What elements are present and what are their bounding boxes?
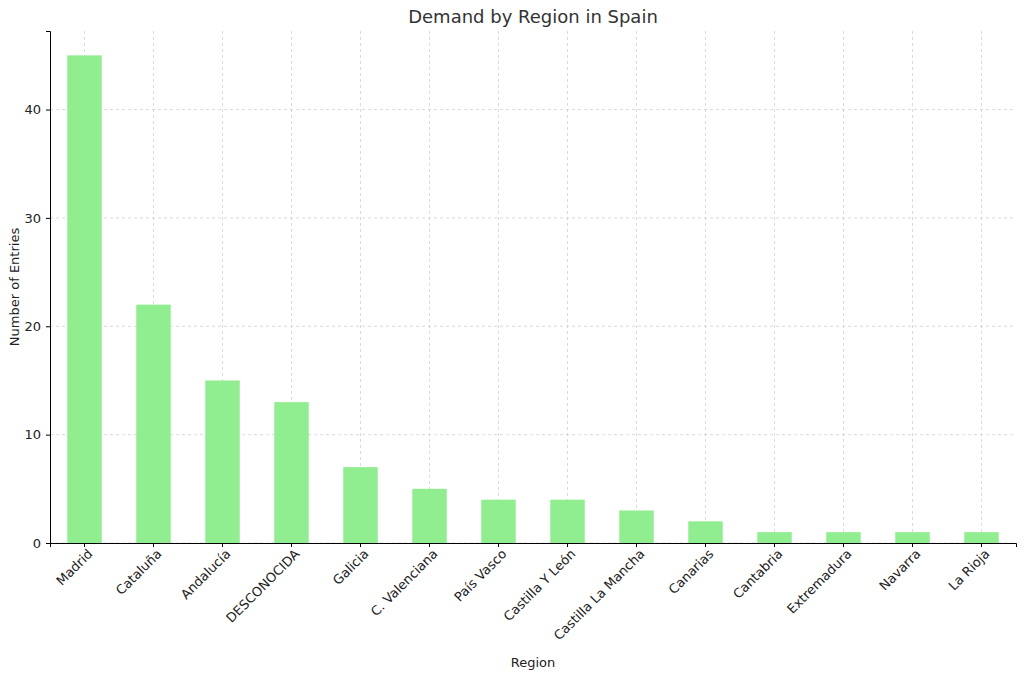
- chart: 0 10 20 30 40 Madrid CataluñaAndalucíaDESCONOC…: [0, 0, 1024, 680]
- x-tick-label: Galicia: [330, 546, 372, 588]
- x-grid-line: [843, 31, 844, 543]
- x-axis-line: [51, 544, 1017, 548]
- y-tick: 20: [24, 319, 50, 334]
- x-tick: C. Valenciana: [368, 543, 441, 619]
- y-tick: 0: [33, 536, 50, 551]
- x-tick-label: Canarias: [666, 546, 717, 597]
- x-tick-label: Andalucía: [178, 546, 234, 602]
- bar: [619, 510, 654, 543]
- x-tick: Andalucía: [178, 543, 234, 602]
- bar: [688, 521, 723, 543]
- y-tick-label: 0: [33, 536, 41, 551]
- x-grid-line: [981, 31, 982, 543]
- x-grid-line: [636, 31, 637, 543]
- x-tick: País Vasco: [451, 543, 509, 605]
- x-tick: Galicia: [330, 543, 372, 588]
- bar: [964, 532, 999, 543]
- x-tick-label: País Vasco: [451, 546, 509, 604]
- bar: [205, 380, 240, 543]
- y-tick-mark: [46, 218, 50, 219]
- x-tick: Madrid: [53, 543, 95, 588]
- bar: [343, 467, 378, 543]
- x-grid-line: [429, 31, 430, 543]
- x-tick: Cataluña: [113, 543, 165, 598]
- title: Demand by Region in Spain: [408, 6, 658, 27]
- grid: [50, 31, 1016, 543]
- y-tick-label: 30: [24, 211, 41, 226]
- x-tick: Canarias: [666, 543, 717, 597]
- bar: [481, 500, 516, 543]
- x-tick-label: Navarra: [876, 546, 923, 593]
- x-grid-line: [498, 31, 499, 543]
- x-tick: Castilla La Mancha: [551, 543, 648, 643]
- x-axis: Madrid CataluñaAndalucíaDESCONOCIDA Galici…: [51, 543, 1017, 643]
- bar: [412, 489, 447, 543]
- y-axis-title: Number of Entries: [7, 228, 22, 347]
- x-tick-label: Cantabria: [730, 546, 786, 602]
- x-tick: Extremadura: [784, 543, 854, 617]
- x-tick-label: Extremadura: [784, 546, 854, 616]
- x-tick: Cantabria: [730, 543, 786, 602]
- x-tick-label: Madrid: [53, 546, 95, 588]
- y-axis-line: [46, 32, 51, 544]
- y-tick: 10: [24, 427, 50, 442]
- x-grid-line: [912, 31, 913, 543]
- y-tick-mark: [46, 435, 50, 436]
- x-tick-label: La Rioja: [945, 546, 992, 593]
- y-tick-label: 40: [24, 102, 41, 117]
- y-tick-mark: [46, 543, 50, 544]
- y-tick-mark: [46, 110, 50, 111]
- x-grid-line: [360, 31, 361, 543]
- x-tick-label: Castilla La Mancha: [551, 546, 648, 643]
- bar: [826, 532, 861, 543]
- y-tick: 40: [24, 102, 50, 117]
- y-tick: 30: [24, 211, 50, 226]
- y-tick-mark: [46, 326, 50, 327]
- bars: [67, 55, 999, 543]
- y-grid-line: [50, 109, 1016, 110]
- x-tick: La Rioja: [945, 543, 992, 593]
- x-tick-label: Castilla Y León: [501, 546, 579, 624]
- y-tick-label: 10: [24, 427, 41, 442]
- x-tick: Castilla Y León: [501, 543, 579, 624]
- y-grid-line: [50, 326, 1016, 327]
- bar: [274, 402, 309, 543]
- y-axis: 0 10 20 30 40: [24, 32, 50, 551]
- x-tick-label: Cataluña: [113, 546, 165, 598]
- x-axis-title: Region: [511, 655, 556, 670]
- bar: [895, 532, 930, 543]
- bar: [757, 532, 792, 543]
- bar: [550, 500, 585, 543]
- bar: [67, 55, 102, 543]
- x-tick-label: C. Valenciana: [368, 546, 441, 619]
- y-grid-line: [50, 434, 1016, 435]
- x-grid-line: [705, 31, 706, 543]
- bar: [136, 305, 171, 543]
- y-tick-label: 20: [24, 319, 41, 334]
- x-tick: Navarra: [876, 543, 923, 593]
- x-grid-line: [774, 31, 775, 543]
- y-grid-line: [50, 217, 1016, 218]
- x-grid-line: [567, 31, 568, 543]
- x-tick-label: DESCONOCIDA: [223, 546, 303, 626]
- x-tick: DESCONOCIDA: [223, 543, 303, 626]
